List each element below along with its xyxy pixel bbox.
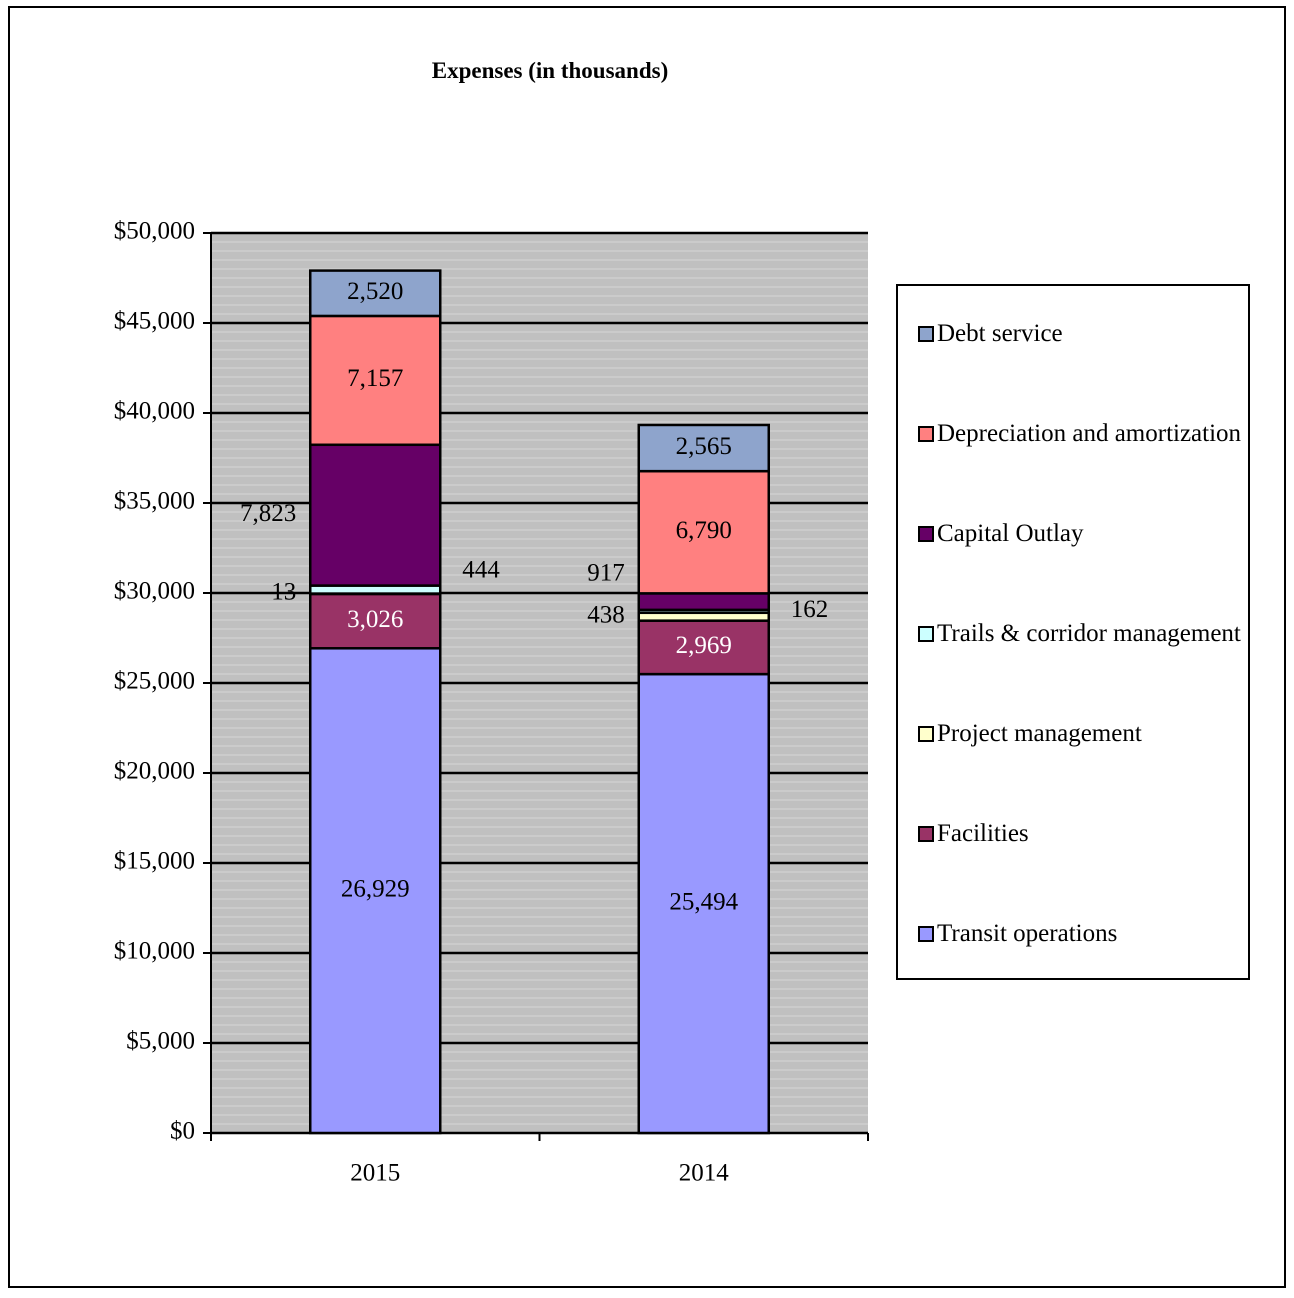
x-tick-label: 2014 [679, 1160, 730, 1187]
data-label: 26,929 [341, 875, 410, 902]
data-label: 2,565 [676, 433, 732, 460]
data-label: 13 [271, 578, 296, 605]
y-tick-label: $40,000 [114, 398, 195, 425]
legend-label: Transit operations [937, 920, 1118, 947]
legend-label: Debt service [937, 320, 1063, 347]
data-label: 7,157 [347, 365, 403, 392]
legend-item: Capital Outlay [918, 520, 1084, 548]
legend-item: Trails & corridor management [918, 620, 1241, 648]
x-tick-label: 2015 [350, 1160, 400, 1187]
bar-segment [309, 269, 442, 318]
legend-item: Debt service [918, 320, 1063, 348]
y-tick-label: $0 [170, 1118, 195, 1145]
data-label: 444 [462, 556, 500, 583]
y-tick-label: $15,000 [114, 848, 195, 875]
y-tick-label: $25,000 [114, 668, 195, 695]
y-tick-label: $20,000 [114, 758, 195, 785]
data-label: 25,494 [669, 888, 738, 915]
data-label: 2,520 [347, 278, 403, 305]
legend-swatch [918, 726, 934, 742]
legend-item: Depreciation and amortization [918, 420, 1241, 448]
legend-item: Transit operations [918, 920, 1117, 948]
y-tick-label: $5,000 [126, 1028, 195, 1055]
bar-segment [637, 592, 770, 612]
bar-segment [637, 423, 770, 473]
bar-segment [309, 647, 442, 1135]
legend-item: Facilities [918, 820, 1029, 848]
chart-title: Expenses (in thousands) [431, 58, 669, 83]
data-label: 438 [587, 601, 625, 628]
y-tick-label: $50,000 [114, 218, 195, 245]
legend-swatch [918, 526, 934, 542]
legend-label: Trails & corridor management [937, 620, 1241, 647]
data-label: 2,969 [676, 632, 732, 659]
legend-label: Facilities [937, 820, 1029, 847]
legend-label: Project management [937, 720, 1142, 747]
legend-item: Project management [918, 720, 1142, 748]
data-label: 917 [587, 559, 625, 586]
bar-segment [309, 443, 442, 587]
data-label: 3,026 [347, 606, 403, 633]
legend-swatch [918, 426, 934, 442]
y-tick-label: $30,000 [114, 578, 195, 605]
legend: Debt service Depreciation and amortizatio… [896, 284, 1250, 980]
data-label: 162 [791, 596, 829, 623]
legend-swatch [918, 626, 934, 642]
data-label: 7,823 [240, 500, 296, 527]
data-label: 6,790 [676, 517, 732, 544]
bar-segment [309, 592, 442, 650]
legend-label: Capital Outlay [937, 520, 1084, 547]
legend-swatch [918, 926, 934, 942]
legend-swatch [918, 326, 934, 342]
y-tick-label: $45,000 [114, 308, 195, 335]
y-tick-label: $10,000 [114, 938, 195, 965]
legend-swatch [918, 826, 934, 842]
legend-label: Depreciation and amortization [937, 420, 1242, 447]
y-tick-label: $35,000 [114, 488, 195, 515]
bar-segment [637, 469, 770, 595]
